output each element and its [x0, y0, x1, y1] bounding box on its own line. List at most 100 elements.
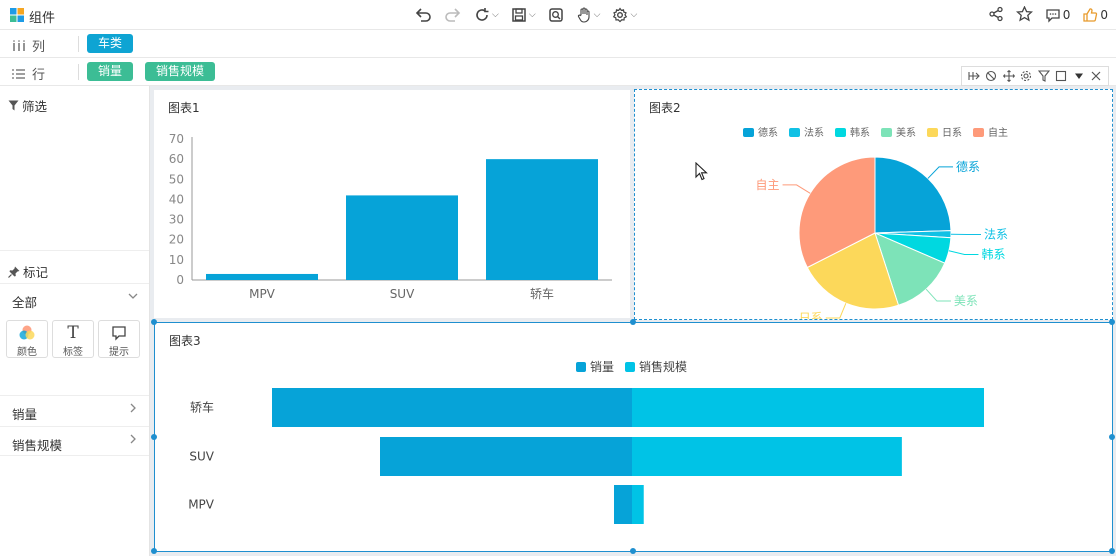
chevron-right-icon [127, 402, 139, 418]
legend-label: 德系 [758, 126, 778, 139]
x-tick-label: SUV [390, 287, 415, 301]
chart2-card[interactable]: 图表2 德系 法系 韩系 美系 日系 自主 德系 法系 韩系 美系 日系 自主 [634, 89, 1113, 320]
star-icon[interactable] [1015, 4, 1033, 25]
resize-handle[interactable] [1109, 319, 1115, 325]
bar-SUV [346, 195, 458, 280]
legend-swatch [625, 362, 635, 372]
resize-handle[interactable] [1109, 434, 1115, 440]
resize-handle[interactable] [1109, 548, 1115, 554]
text-icon: T [67, 323, 79, 343]
columns-label: 列 [32, 40, 46, 55]
tooltip-icon [99, 324, 139, 342]
legend-swatch [835, 128, 846, 137]
refresh-icon[interactable]: ⌵ [474, 5, 499, 25]
toolbar-right: 0 0 [988, 4, 1108, 25]
shelf-divider [78, 64, 79, 80]
field-sales-scale[interactable]: 销售规模 [0, 426, 149, 456]
like-count: 0 [1100, 8, 1108, 22]
thumbs-up-icon [1083, 8, 1098, 22]
color-icon [7, 324, 47, 342]
settings-icon[interactable]: ⌵ [612, 5, 637, 25]
filter-icon [8, 100, 19, 111]
move-icon[interactable] [1002, 70, 1015, 82]
close-icon[interactable] [1090, 70, 1102, 82]
bar-轿车-sales [272, 388, 632, 427]
chart2-title: 图表2 [649, 101, 681, 115]
pin-icon [8, 266, 20, 278]
redo-icon[interactable] [444, 5, 462, 25]
undo-icon[interactable] [414, 5, 432, 25]
comment-button[interactable]: 0 [1045, 7, 1071, 23]
y-tick-label: 30 [169, 213, 184, 227]
mark-color-button[interactable]: 颜色 [6, 320, 48, 358]
legend-swatch [743, 128, 754, 137]
bar-SUV-sales [380, 437, 632, 476]
resize-handle[interactable] [630, 548, 636, 554]
rows-label: 行 [32, 68, 46, 83]
mark-label-button[interactable]: T 标签 [52, 320, 94, 358]
field-sales[interactable]: 销量 [0, 395, 149, 425]
chevron-down-icon [127, 290, 139, 306]
filter-section-title: 筛选 [8, 96, 47, 115]
y-tick-label: 60 [169, 152, 184, 166]
chart3-title: 图表3 [169, 334, 201, 348]
chevron-right-icon [127, 433, 139, 449]
card-toolbar [961, 66, 1109, 86]
app-title: 组件 [29, 11, 56, 26]
field-sales-scale-label: 销售规模 [12, 438, 63, 453]
card-filter-icon[interactable] [1037, 70, 1050, 82]
x-tick-label: MPV [249, 287, 276, 301]
bar-轿车-scale [632, 388, 984, 427]
y-category-label: 轿车 [190, 400, 214, 415]
columns-pill-car-type[interactable]: 车类 [87, 34, 134, 53]
like-button[interactable]: 0 [1082, 7, 1108, 23]
pie-leader-line [925, 288, 951, 302]
pie-label: 德系 [956, 159, 980, 174]
maximize-icon[interactable] [1055, 70, 1067, 82]
share-icon[interactable] [988, 6, 1004, 25]
top-toolbar: 组件 ⌵ ⌵ ⌵ ⌵ [0, 0, 1116, 30]
legend-label: 法系 [804, 126, 824, 139]
mark-tooltip-button[interactable]: 提示 [98, 320, 140, 358]
pie-label: 日系 [799, 311, 823, 319]
columns-icon [13, 39, 25, 51]
mark-type-select[interactable]: 全部 [0, 283, 149, 313]
toolbar-actions: ⌵ ⌵ ⌵ ⌵ [414, 5, 649, 25]
bar-SUV-scale [632, 437, 902, 476]
chart1-title: 图表1 [168, 101, 200, 115]
bar-MPV [206, 273, 318, 280]
resize-handle[interactable] [151, 434, 157, 440]
rows-pill-sales[interactable]: 销量 [87, 62, 134, 81]
legend-label: 销量 [590, 360, 614, 374]
save-icon[interactable]: ⌵ [511, 5, 536, 25]
bar-MPV-scale [632, 485, 644, 524]
card-settings-icon[interactable] [1020, 70, 1032, 82]
chart1-card[interactable]: 图表1 0 10 20 30 40 50 60 70 MPV SUV 轿车 [154, 90, 630, 318]
preview-icon[interactable] [548, 5, 564, 25]
rows-shelf: 行 销量 销售规模 [0, 58, 1116, 86]
resize-handle[interactable] [630, 319, 636, 325]
y-tick-label: 20 [169, 233, 184, 247]
rows-pill-sales-scale[interactable]: 销售规模 [145, 62, 216, 81]
filter-title: 筛选 [22, 99, 48, 114]
caret-down-icon[interactable] [1073, 70, 1085, 82]
resize-handle[interactable] [151, 319, 157, 325]
legend-label: 韩系 [850, 126, 870, 139]
link-icon[interactable] [985, 70, 997, 82]
legend-swatch [789, 128, 800, 137]
pie-slice-自主 [798, 156, 876, 269]
hand-icon[interactable]: ⌵ [576, 5, 600, 25]
swap-axes-icon[interactable] [968, 70, 980, 82]
y-tick-label: 0 [176, 273, 184, 287]
pie-leader-line [782, 184, 811, 194]
mark-tooltip-label: 提示 [109, 347, 129, 358]
bar-MPV-sales [614, 485, 632, 524]
y-tick-label: 10 [169, 253, 184, 267]
resize-handle[interactable] [151, 548, 157, 554]
shelf-divider [78, 36, 79, 52]
comment-count: 0 [1062, 8, 1071, 22]
legend-label: 销售规模 [639, 359, 687, 374]
chart3-card[interactable]: 图表3 销量 销售规模 轿车 SUV MPV [154, 322, 1113, 552]
